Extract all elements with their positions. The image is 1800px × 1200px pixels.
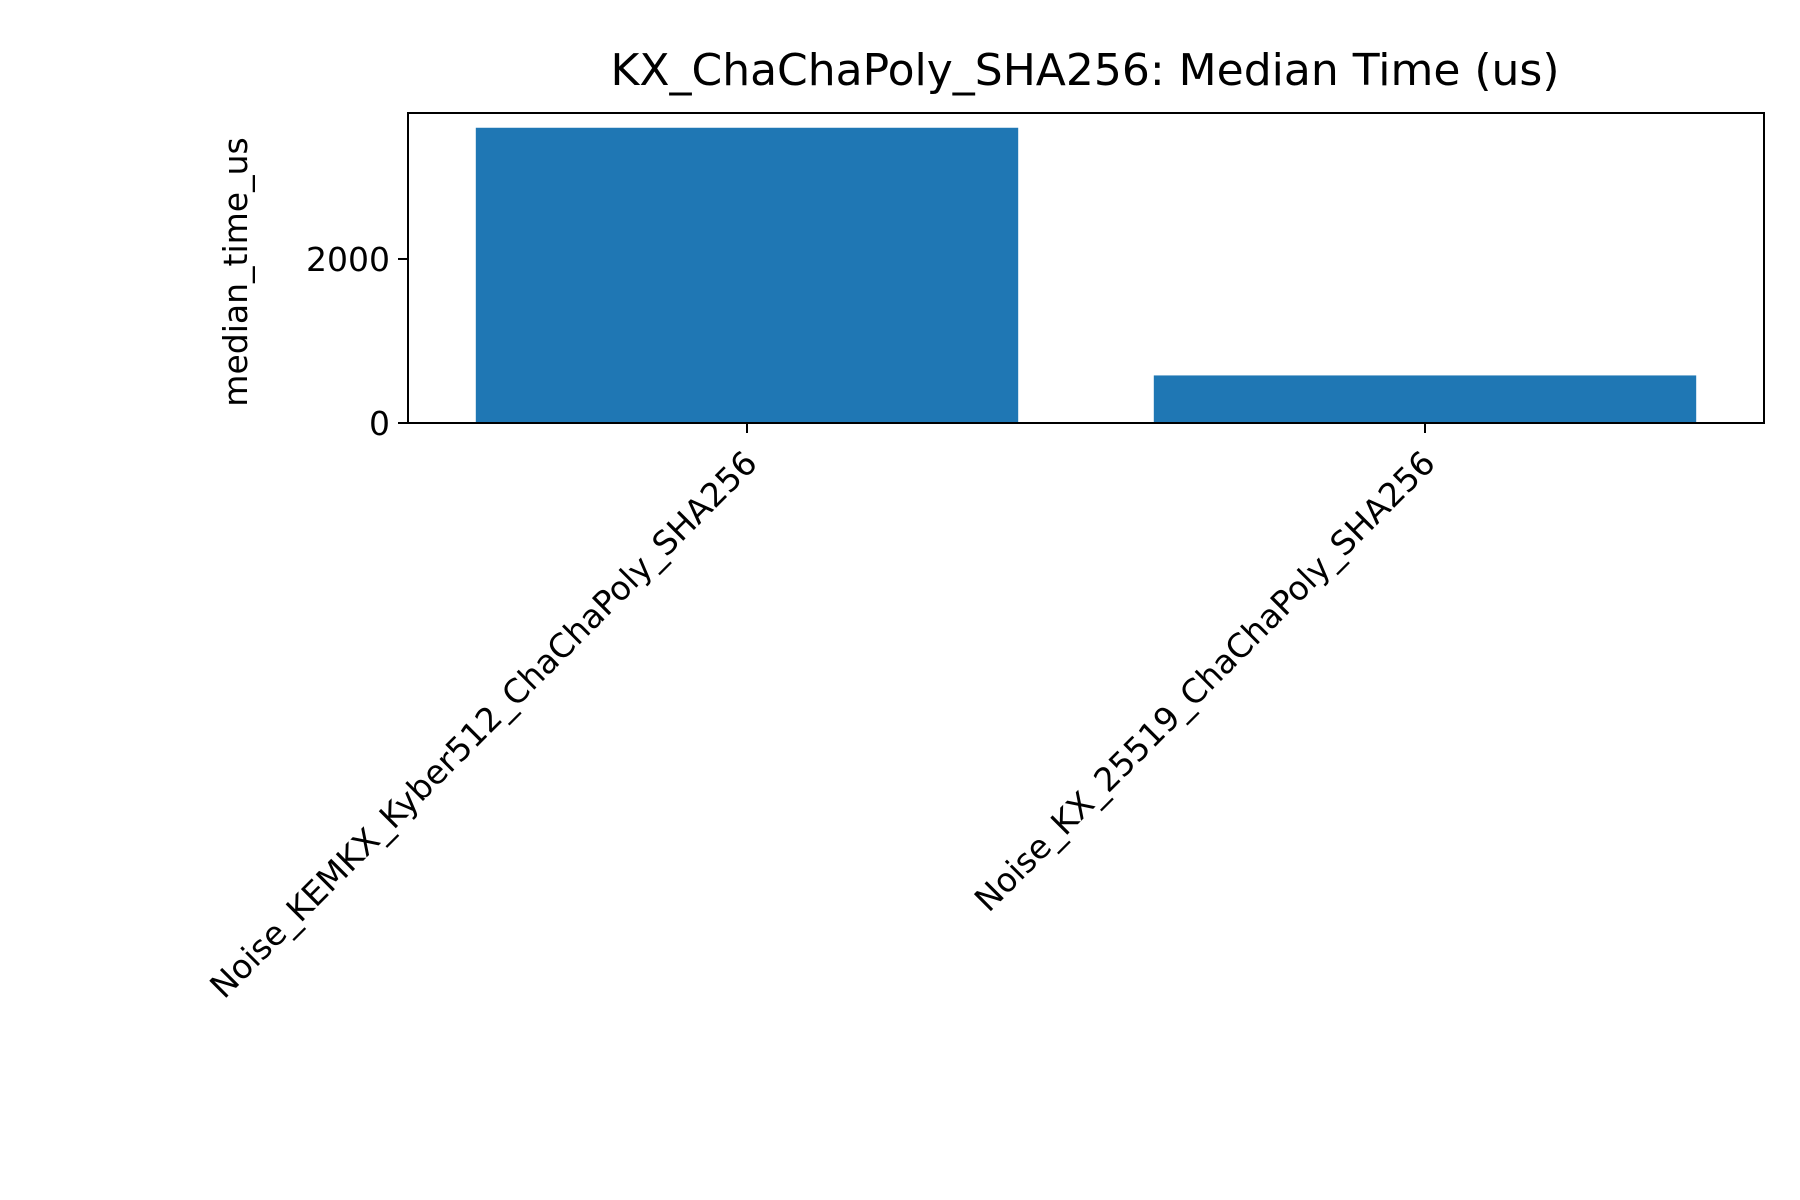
bar-1 — [475, 127, 1019, 423]
x-tick-label-1: Noise_KEMKX_Kyber512_ChaChaPoly_SHA256 — [202, 443, 765, 1006]
chart-title: KX_ChaChaPoly_SHA256: Median Time (us) — [610, 45, 1559, 96]
y-tick-label-0: 0 — [369, 404, 390, 443]
y-axis-label: median_time_us — [216, 137, 255, 406]
plot-frame — [407, 112, 1765, 424]
bar-2 — [1153, 375, 1697, 423]
x-tick-label-2: Noise_KX_25519_ChaChaPoly_SHA256 — [967, 443, 1443, 919]
plot-area: 0 2000 Noise_KEMKX_Kyber512_ChaChaPoly_SHA… — [202, 127, 1697, 1006]
y-tick-label-2000: 2000 — [306, 240, 390, 279]
